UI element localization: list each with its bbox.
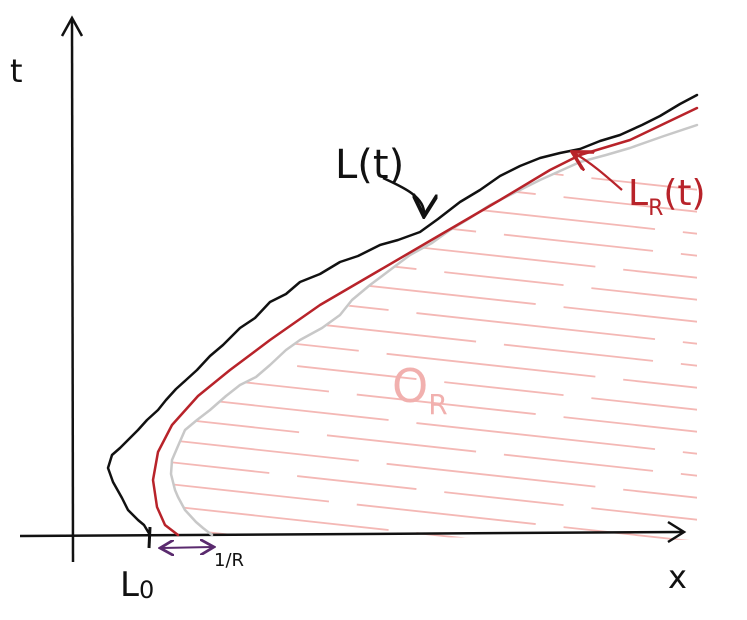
t-axis-label: t <box>10 52 23 90</box>
regularized-pointer <box>574 153 623 191</box>
boundary <box>106 93 699 537</box>
hatch-line <box>172 261 697 323</box>
x-axis-arrow <box>667 520 687 544</box>
hatch-line <box>172 393 697 455</box>
label-sub: R <box>648 196 663 221</box>
x-axis-label: x <box>668 558 687 596</box>
hatch-line <box>172 173 697 235</box>
label-base: L <box>628 173 648 214</box>
hatch-line <box>172 129 697 191</box>
l0-tick <box>147 526 152 549</box>
hatch-line <box>172 415 697 477</box>
region-label: OR <box>392 359 448 421</box>
hatch-line <box>172 239 697 301</box>
hatch-line <box>172 459 697 521</box>
boundary-pointer <box>382 176 424 214</box>
label-base: O <box>392 359 428 413</box>
label-base: L <box>120 565 139 605</box>
offset-arrow <box>162 547 212 548</box>
gray-curve <box>169 123 699 537</box>
boundary-label: L(t) <box>335 142 404 188</box>
label-sub: 0 <box>139 576 154 604</box>
t-axis-arrow <box>60 15 84 37</box>
hatch-line <box>172 151 697 213</box>
label-suffix: (t) <box>663 173 705 214</box>
regularized-label: LR(t) <box>628 173 706 221</box>
regularized-boundary <box>151 106 699 537</box>
label-sub: R <box>428 388 447 421</box>
hatch-line <box>172 437 697 499</box>
start-label: L0 <box>120 565 154 605</box>
t-axis <box>70 19 75 563</box>
x-axis <box>19 530 683 538</box>
offset-label: 1/R <box>214 550 244 571</box>
